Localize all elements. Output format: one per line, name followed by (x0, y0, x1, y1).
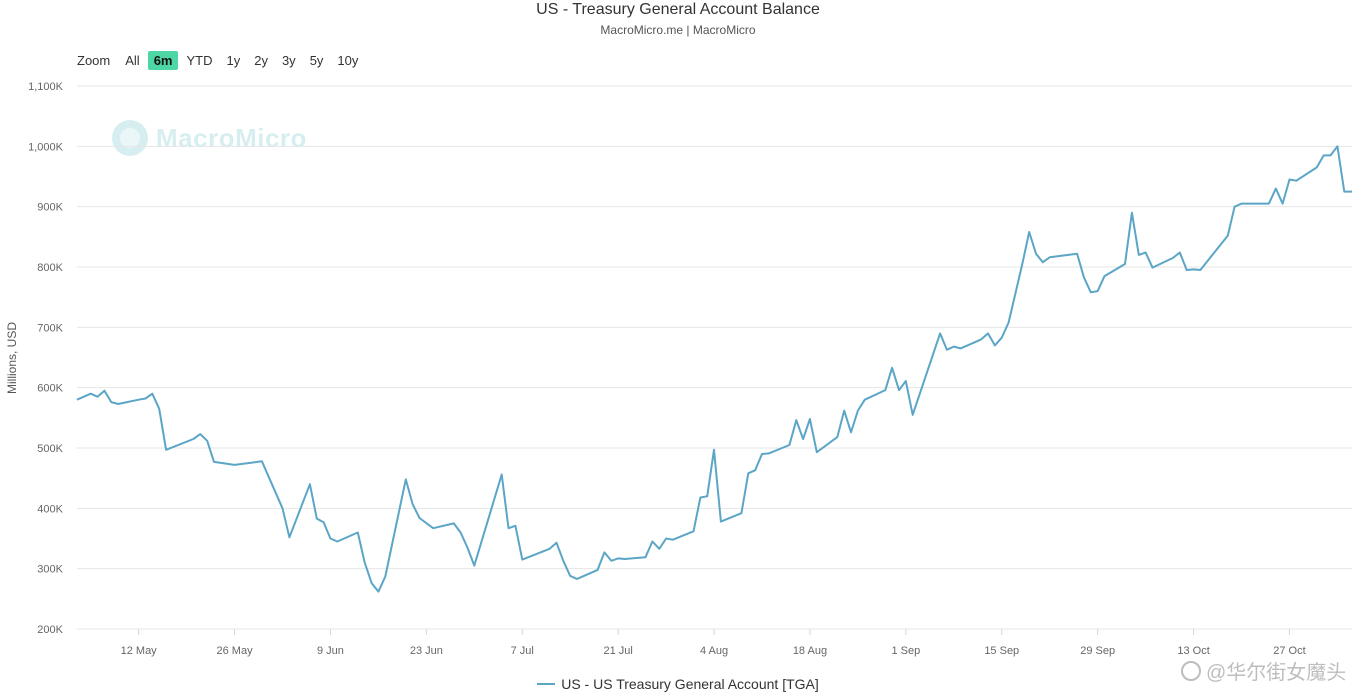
range-button-3y[interactable]: 3y (281, 53, 296, 68)
y-tick-label: 700K (37, 322, 63, 334)
range-button-6m[interactable]: 6m (147, 51, 179, 70)
y-axis-ticks: 200K 300K 400K 500K 600K 700K 800K 900K 1,000K 1,… (28, 81, 64, 636)
series-line-tga (76, 145, 1352, 593)
range-button-all[interactable]: All (125, 53, 140, 68)
x-tick-label: 26 May (217, 645, 254, 657)
x-tick-label: 12 May (121, 645, 158, 657)
x-tick-label: 1 Sep (891, 645, 920, 657)
x-tick-label: 15 Sep (984, 645, 1019, 657)
x-tick-label: 9 Jun (317, 645, 344, 657)
y-tick-label: 900K (37, 202, 63, 214)
y-tick-label: 300K (37, 564, 63, 576)
x-axis-ticks: 12 May 26 May 9 Jun 23 Jun 7 Jul 21 Jul 4 Aug 1… (121, 629, 1306, 657)
range-selector: Zoom All 6m YTD 1y 2y 3y 5y 10y (72, 51, 366, 70)
source-watermark-text: @华尔街女魔头 (1206, 662, 1347, 684)
x-tick-label: 27 Oct (1273, 645, 1305, 657)
range-button-10y[interactable]: 10y (337, 53, 359, 68)
watermark-text: MacroMicro (156, 122, 307, 153)
macromicro-watermark: MacroMicro (110, 118, 307, 158)
x-tick-label: 23 Jun (410, 645, 443, 657)
y-tick-label: 1,100K (28, 81, 64, 93)
weibo-icon (1181, 660, 1201, 681)
y-tick-label: 800K (37, 262, 63, 274)
macromicro-logo-icon (112, 120, 148, 156)
legend-item-tga: US - US Treasury General Account [TGA] (561, 676, 819, 692)
chart-subtitle: MacroMicro.me | MacroMicro (600, 23, 756, 37)
range-button-ytd[interactable]: YTD (186, 53, 213, 68)
x-tick-label: 7 Jul (511, 645, 534, 657)
range-button-2y[interactable]: 2y (254, 53, 268, 68)
range-button-1y[interactable]: 1y (226, 53, 241, 68)
legend[interactable]: US - US Treasury General Account [TGA] (0, 676, 1356, 692)
y-tick-label: 500K (37, 443, 63, 455)
y-tick-label: 1,000K (28, 141, 64, 153)
grid-lines (77, 85, 1352, 630)
x-tick-label: 21 Jul (603, 645, 632, 657)
zoom-label: Zoom (77, 53, 111, 68)
series-points (74, 143, 1355, 594)
range-button-5y[interactable]: 5y (309, 53, 324, 68)
legend-swatch (537, 683, 556, 685)
x-tick-label: 29 Sep (1080, 645, 1115, 657)
y-tick-label: 600K (37, 383, 63, 395)
source-watermark: @华尔街女魔头 (1180, 656, 1346, 685)
x-tick-label: 13 Oct (1177, 645, 1209, 657)
x-tick-label: 18 Aug (793, 645, 827, 657)
y-tick-label: 400K (37, 503, 63, 515)
y-tick-label: 200K (37, 624, 63, 636)
x-tick-label: 4 Aug (700, 645, 728, 657)
chart-title: US - Treasury General Account Balance (536, 1, 820, 18)
y-axis-label: Millions, USD (5, 322, 19, 394)
